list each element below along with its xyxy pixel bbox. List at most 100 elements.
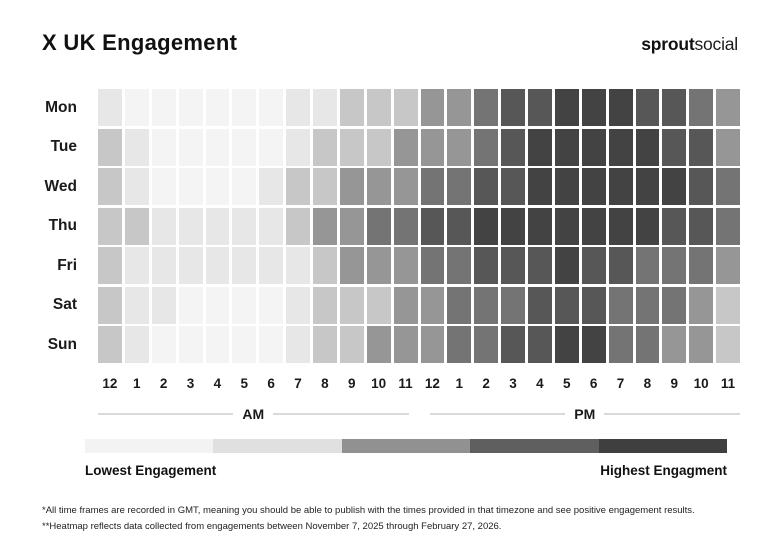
heatmap-cell [205,326,230,363]
heatmap-cell [474,128,499,166]
heatmap-cell [689,168,714,205]
heatmap-cell [124,247,149,284]
heatmap-cell [662,286,687,324]
heatmap-cell [528,207,552,245]
hour-label: 11 [398,375,413,391]
heatmap-cell [98,89,122,126]
heatmap-cell [554,286,579,324]
hour-label: 3 [509,375,517,391]
heatmap-cell [689,286,714,324]
heatmap-cell [124,326,149,363]
heatmap-cell [528,286,552,324]
heatmap-cell [528,128,552,166]
pm-group: PM [421,405,740,422]
heatmap-cell [178,326,203,363]
footnote-daterange: **Heatmap reflects data collected from e… [42,520,502,532]
spacer [40,405,95,422]
hour-label: 7 [294,375,302,391]
heatmap-cell [393,128,418,166]
heatmap-cell [286,168,310,205]
hour-label: 8 [321,375,329,391]
heatmap-cell [178,247,203,284]
heatmap-cell [339,89,364,126]
pm-left-line [429,412,566,415]
spacer [40,374,95,392]
heatmap-cell [259,326,284,363]
day-label-fri: Fri [57,256,77,274]
day-label-mon: Mon [45,98,77,116]
heatmap-cell [447,89,472,126]
heatmap-cell [151,168,176,205]
heatmap-cell [447,286,472,324]
heatmap-cell [366,89,391,126]
heatmap-cell [689,89,714,126]
hour-labels-row: 12 1 2 3 4 5 6 7 8 9 10 11 12 1 2 3 4 5 6 7 8 9 10 11 [40,374,740,392]
hour-label: 1 [455,375,464,391]
page-title: X UK Engagement [42,30,238,55]
heatmap-cell [313,89,337,126]
heatmap-cell [420,128,445,166]
heatmap-cell [662,89,687,126]
heatmap-cell [581,89,606,126]
heatmap-cell [339,326,364,363]
heatmap-cell [554,128,579,166]
heatmap-cell [259,168,284,205]
heatmap-cell [259,247,284,284]
heatmap-cell [716,286,740,324]
hour-label: 6 [589,375,598,391]
hour-label: 9 [348,375,356,391]
heatmap-cell [662,247,687,284]
heatmap-cell [339,207,364,245]
heatmap-cell [205,247,230,284]
heatmap-cell [98,286,122,324]
sproutsocial-logo: sproutsocial [641,34,738,55]
heatmap-cell [420,326,445,363]
heatmap-cell [151,286,176,324]
hour-label: 10 [693,375,709,391]
heatmap-cell [581,207,606,245]
legend-swatch-2 [213,439,342,453]
hour-label: 5 [563,375,571,391]
heatmap-cell [178,286,203,324]
heatmap-cell [716,207,740,245]
heatmap-cell [205,286,230,324]
heatmap-cell [474,247,499,284]
heatmap-cell [447,326,472,363]
heatmap-cell [716,168,740,205]
heatmap-cell [151,128,176,166]
heatmap-cell [151,247,176,284]
heatmap-cell [232,89,257,126]
heatmap-cell [501,128,525,166]
heatmap-cell [286,326,310,363]
heatmap-cell [124,207,149,245]
heatmap-cell [420,207,445,245]
heatmap-cell [447,168,472,205]
heatmap-cell [286,247,310,284]
heatmap-cell [205,128,230,166]
heatmap-cell [689,207,714,245]
heatmap-cell [313,168,337,205]
heatmap-cell [151,89,176,126]
heatmap-cell [286,207,310,245]
heatmap-cell [501,207,525,245]
heatmap-cell [608,326,633,363]
heatmap-cell [635,326,660,363]
heatmap-cell [716,326,740,363]
ampm-row: AM PM [40,405,740,422]
heatmap-cell [635,128,660,166]
heatmap-cell [420,89,445,126]
day-label-wed: Wed [44,177,77,195]
heatmap-cell [716,128,740,166]
heatmap-cell [393,286,418,324]
heatmap-cell [232,247,257,284]
heatmap-cell [366,247,391,284]
day-label-thu: Thu [48,217,77,234]
hour-label: 1 [133,375,141,391]
heatmap-cell [420,286,445,324]
heatmap-cell [501,326,525,363]
heatmap-cell [689,326,714,363]
footnotes: *All time frames are recorded in GMT, me… [40,503,740,534]
heatmap-cell [366,326,391,363]
heatmap-cell [98,247,122,284]
